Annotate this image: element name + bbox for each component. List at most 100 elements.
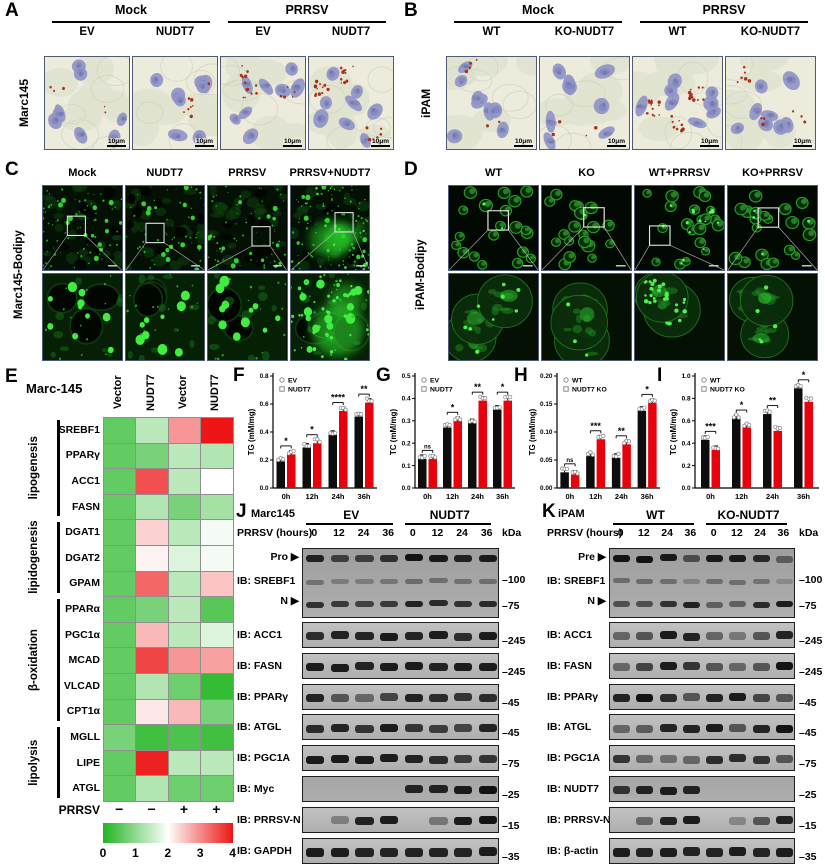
hour-label: 36 <box>777 527 790 539</box>
heatmap-cell <box>103 545 137 572</box>
blot-label-ib-myc: IB: Myc <box>237 783 275 795</box>
svg-text:*: * <box>501 382 505 392</box>
colorbar-tick: 1 <box>132 846 139 860</box>
blot-label-ib-srebf1: IB: SREBF1 <box>237 575 296 587</box>
heatmap-cell <box>167 647 202 674</box>
heatmap-cell <box>135 596 169 623</box>
blot-band <box>478 847 497 856</box>
blot-label-ib-pgc1a: IB: PGC1A <box>547 752 601 765</box>
category-label: lipogenesis <box>28 436 40 500</box>
blot-band <box>682 755 700 764</box>
blot-band <box>729 754 747 763</box>
blot-band <box>706 847 724 857</box>
prrsv-sign: + <box>179 801 189 817</box>
svg-text:EV: EV <box>430 377 440 384</box>
blot-band <box>729 817 747 826</box>
blot-band <box>453 601 473 608</box>
heatmap-cell <box>167 698 202 726</box>
bodipy-image <box>542 186 631 270</box>
condition-label: EV <box>255 26 271 38</box>
blot-band <box>636 755 654 764</box>
kda-value: –100 <box>502 574 526 586</box>
blot-band <box>613 786 631 795</box>
scale-bar: 10μm <box>195 138 214 147</box>
kda-value: –245 <box>502 665 526 678</box>
svg-text:0.10: 0.10 <box>540 429 553 436</box>
blot-band <box>478 578 497 584</box>
bodipy-image <box>208 186 287 270</box>
condition-label: EV <box>79 26 95 38</box>
hour-label: 0 <box>311 527 318 539</box>
kda-value: –35 <box>502 850 520 863</box>
condition-label: KO-NUDT7 <box>740 26 801 38</box>
bodipy-zoom-image <box>635 274 724 360</box>
heatmap-cell <box>135 468 169 495</box>
blot-band <box>659 554 677 562</box>
blot-group-label: WT <box>646 508 665 522</box>
heatmap-gene-label: ACC1 <box>71 474 100 487</box>
blot-band <box>752 847 770 857</box>
pro-arrow-label: Pro ▶ <box>270 551 300 563</box>
heatmap-cell <box>135 417 169 444</box>
category-bracket <box>57 522 60 594</box>
blot-band <box>613 632 631 641</box>
blot-band <box>330 694 350 703</box>
heatmap-cell <box>103 493 137 521</box>
blot-band <box>775 662 793 671</box>
heatmap-cell <box>103 647 137 674</box>
heatmap-cell <box>135 545 169 572</box>
svg-text:0.4: 0.4 <box>682 440 691 447</box>
chart-F: 0.0 0.2 0.4 0.6 0.8 TG (mM/mg) 0h * 12h * 24h **** 3… <box>247 373 377 501</box>
blot-ib-ppar- <box>302 683 499 710</box>
panel-i-letter: I <box>657 365 663 386</box>
heatmap-column-label: NUDT7 <box>209 374 222 411</box>
panel-j-letter: J <box>236 501 247 522</box>
kda-value: –75 <box>799 600 817 612</box>
colorbar-tick: 3 <box>196 846 204 860</box>
panel-e-title: Marc-145 <box>26 381 83 396</box>
blot-band <box>636 631 654 640</box>
category-bracket <box>57 727 60 798</box>
heatmap-cell <box>103 749 137 777</box>
heatmap-gene-label: LIPE <box>76 756 100 769</box>
kda-value: –15 <box>799 819 817 832</box>
heatmap-cell <box>200 545 234 572</box>
blot-band <box>636 724 654 733</box>
blot-label-ib-prrsv-n: IB: PRRSV-N <box>547 813 611 826</box>
blot-band <box>478 723 497 732</box>
micrograph-mock-wt: 10μm <box>446 56 537 150</box>
blot-band <box>330 848 350 858</box>
heatmap-cell <box>167 442 202 470</box>
histology-image <box>133 57 217 149</box>
blot-band <box>775 694 793 703</box>
heatmap-cell <box>167 417 202 444</box>
blot-band <box>478 600 497 607</box>
blot-band <box>752 693 770 702</box>
heatmap-cell <box>103 417 137 444</box>
blot-ib-pgc1a <box>609 745 795 772</box>
svg-text:1.0: 1.0 <box>682 373 691 380</box>
lane-header: PRRSV (hours) <box>547 527 623 539</box>
heatmap-column-label: Vector <box>177 375 189 410</box>
svg-text:*: * <box>451 402 455 412</box>
svg-text:24h: 24h <box>471 492 484 501</box>
blot-band <box>775 816 793 825</box>
hour-label: 36 <box>382 527 395 539</box>
svg-text:0h: 0h <box>565 492 574 501</box>
panel-d-letter: D <box>404 159 418 180</box>
heatmap-cell <box>135 775 169 802</box>
condition-label: WT <box>482 26 501 38</box>
blot-band <box>775 848 793 858</box>
panel-h-letter: H <box>514 365 528 386</box>
hour-label: 12 <box>431 527 444 539</box>
blot-band <box>380 816 399 825</box>
panel-b-row-label: iPAM <box>419 88 433 118</box>
blot-label-ib-atgl: IB: ATGL <box>547 721 592 734</box>
heatmap-gene-label: ATGL <box>72 782 100 795</box>
blot-band <box>330 723 350 732</box>
heatmap-gene-label: DGAT1 <box>65 526 100 539</box>
blot-band <box>453 754 473 763</box>
condition-label: KO+PRRSV <box>742 167 803 179</box>
svg-text:0.0: 0.0 <box>682 485 691 492</box>
